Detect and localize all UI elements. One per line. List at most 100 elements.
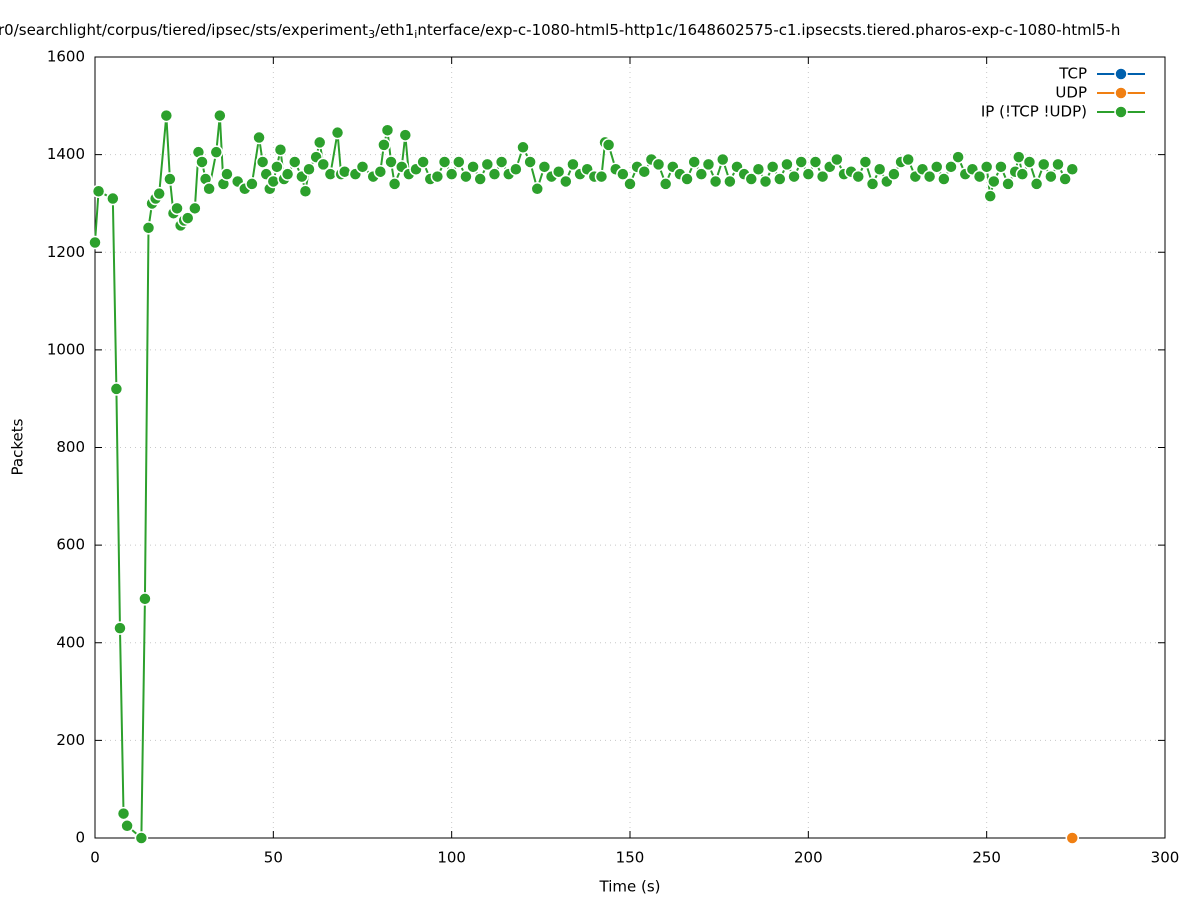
data-point [1044, 169, 1058, 184]
y-axis-label: Packets [9, 418, 27, 475]
data-point [377, 138, 391, 152]
data-point [280, 167, 295, 181]
data-point [601, 138, 616, 152]
data-point [901, 152, 915, 167]
title-subscript: 3 [368, 28, 375, 41]
data-point [972, 169, 987, 184]
data-point [180, 211, 195, 225]
data-point [398, 128, 413, 142]
data-point [559, 174, 573, 189]
data-point [830, 152, 844, 167]
data-point [858, 155, 873, 169]
data-point [416, 155, 430, 169]
data-point [202, 182, 216, 196]
chart-title: r0/searchlight/corpus/tiered/ipsec/sts/e… [0, 21, 1120, 42]
data-point [91, 184, 106, 198]
plot-border [94, 56, 1166, 839]
data-point [209, 145, 224, 159]
data-point [109, 382, 124, 396]
title-subscript: i [414, 28, 417, 41]
data-point [815, 169, 830, 184]
title-part: nterface/exp-c-1080-html5-http1c/1648602… [417, 21, 1120, 39]
y-tick-label: 0 [75, 829, 85, 847]
data-point [373, 164, 388, 179]
x-tick-label: 200 [794, 849, 823, 867]
data-point [708, 174, 723, 189]
data-point [159, 108, 174, 123]
data-point [516, 140, 530, 155]
data-point [801, 167, 816, 181]
data-point [473, 172, 487, 186]
data-point [758, 174, 773, 189]
data-point [430, 169, 445, 184]
title-part: /eth1 [375, 21, 414, 39]
y-tick-label: 1600 [47, 48, 85, 66]
data-point [141, 221, 156, 235]
data-point [316, 157, 331, 172]
data-point [509, 162, 523, 177]
data-point [252, 130, 266, 145]
data-point [1058, 172, 1072, 186]
y-tick-label: 400 [56, 633, 85, 651]
data-point [551, 164, 566, 179]
legend-label: TCP [1058, 65, 1087, 83]
data-point [116, 806, 131, 821]
data-point [616, 167, 630, 181]
data-point [765, 160, 780, 174]
data-point [537, 160, 552, 174]
data-point [1001, 177, 1015, 191]
legend-label: UDP [1055, 84, 1087, 102]
y-tick-label: 1200 [47, 243, 85, 261]
data-point [851, 169, 866, 184]
data-point [680, 172, 694, 186]
data-point [987, 174, 1001, 189]
x-tick-label: 300 [1151, 849, 1180, 867]
data-point [459, 169, 473, 184]
data-point [594, 169, 609, 184]
data-point [437, 155, 452, 169]
data-point [872, 162, 887, 177]
data-point [715, 152, 730, 167]
data-point [944, 160, 958, 174]
x-tick-label: 0 [90, 849, 100, 867]
y-tick-label: 1400 [47, 145, 85, 163]
x-axis-label: Time (s) [599, 878, 661, 896]
data-point [480, 157, 495, 172]
data-point [163, 172, 177, 186]
data-point [220, 167, 234, 181]
data-point [701, 157, 716, 172]
y-tick-label: 1000 [47, 340, 85, 358]
data-point [1036, 157, 1051, 172]
data-point [623, 177, 637, 191]
data-point [106, 191, 120, 206]
data-point [152, 186, 166, 201]
legend-marker [1114, 86, 1128, 100]
data-point [298, 184, 313, 198]
data-point [444, 167, 459, 181]
data-point [773, 172, 787, 186]
data-point [1065, 831, 1080, 845]
data-point [979, 160, 994, 174]
data-point [384, 155, 398, 169]
data-point [245, 177, 259, 191]
data-point [994, 160, 1008, 174]
data-point [687, 155, 701, 169]
data-point [452, 155, 466, 169]
data-point [787, 169, 801, 184]
data-point [170, 201, 184, 216]
data-point [1065, 162, 1080, 177]
data-point [487, 167, 502, 181]
data-point [808, 155, 823, 169]
data-point [113, 621, 127, 635]
data-point [255, 155, 270, 169]
data-point [566, 157, 580, 172]
data-point [270, 160, 284, 174]
data-point [195, 155, 209, 169]
data-point [794, 155, 808, 169]
data-point [134, 831, 149, 845]
data-point [780, 157, 794, 172]
y-tick-label: 600 [56, 536, 85, 554]
data-point [355, 160, 370, 174]
title-part: r0/searchlight/corpus/tiered/ipsec/sts/e… [0, 21, 368, 39]
